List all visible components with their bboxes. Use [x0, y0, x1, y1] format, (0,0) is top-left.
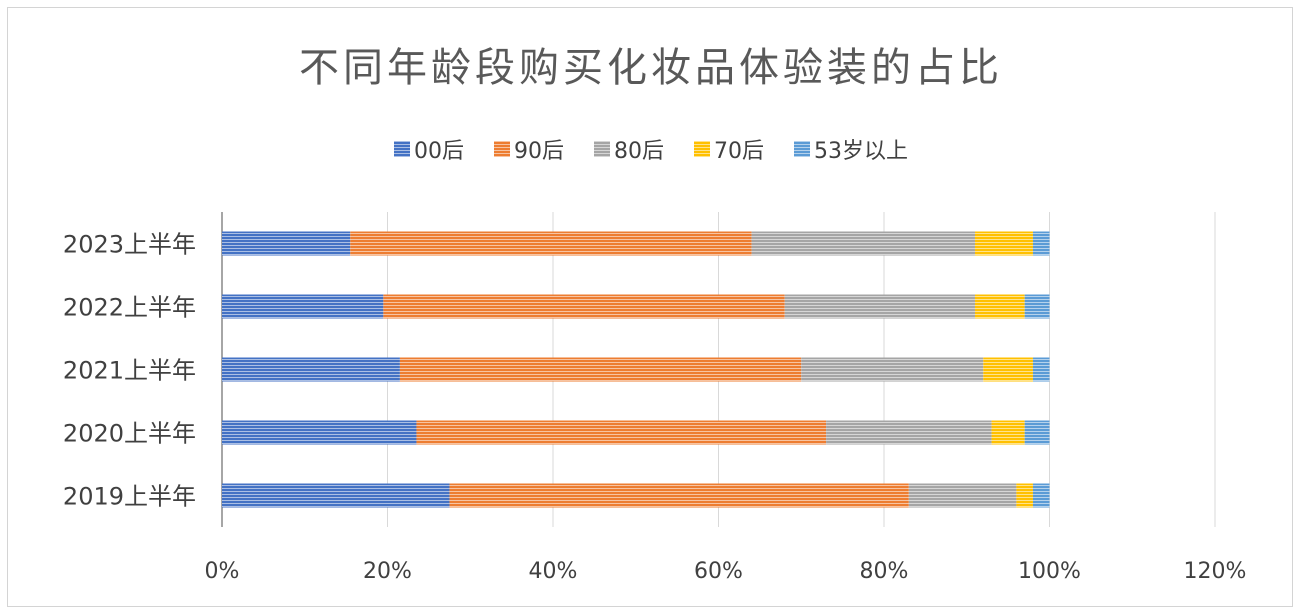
legend-swatch	[694, 141, 710, 157]
chart-legend: 00后 90后 80后 70后 53岁以上	[0, 133, 1302, 165]
bar-segment	[1024, 294, 1050, 319]
legend-item: 80后	[594, 133, 664, 165]
legend-swatch	[494, 141, 510, 157]
bar-segment	[399, 357, 802, 382]
y-tick-label: 2020上半年	[63, 420, 196, 448]
legend-swatch	[794, 141, 810, 157]
bar-segment	[222, 357, 400, 382]
bar-segment	[801, 357, 984, 382]
legend-item: 70后	[694, 133, 764, 165]
y-tick-label: 2022上半年	[63, 294, 196, 322]
legend-label: 90后	[514, 139, 564, 164]
x-tick-label: 120%	[1184, 559, 1247, 584]
legend-label: 70后	[714, 139, 764, 164]
bar-segment	[222, 231, 351, 256]
bar-segment	[222, 420, 417, 445]
bar-segment	[1016, 483, 1033, 508]
bar-segment	[983, 357, 1033, 382]
bar-segment	[1032, 357, 1050, 382]
legend-label: 80后	[614, 139, 664, 164]
legend-label: 00后	[414, 139, 464, 164]
bar-segment	[784, 294, 976, 319]
chart-title: 不同年龄段购买化妆品体验装的占比	[299, 45, 1003, 91]
legend-item: 53岁以上	[794, 133, 908, 165]
x-tick-label: 0%	[205, 559, 240, 584]
bar-segment	[826, 420, 992, 445]
bar-segment	[991, 420, 1025, 445]
bar-segment	[1032, 231, 1050, 256]
bar-segment	[1024, 420, 1050, 445]
x-tick-label: 20%	[363, 559, 412, 584]
bar-segment	[751, 231, 976, 256]
legend-item: 90后	[494, 133, 564, 165]
bar-segment	[1032, 483, 1050, 508]
bar-segment	[222, 294, 384, 319]
bar-segment	[449, 483, 909, 508]
bar-segment	[383, 294, 785, 319]
x-tick-label: 80%	[860, 559, 909, 584]
bar-segment	[222, 483, 450, 508]
legend-swatch	[394, 141, 410, 157]
x-tick-label: 40%	[529, 559, 578, 584]
x-tick-label: 60%	[694, 559, 743, 584]
bar-segment	[350, 231, 752, 256]
bar-segment	[908, 483, 1017, 508]
bar-segment	[416, 420, 827, 445]
bar-segment	[975, 231, 1033, 256]
y-tick-label: 2019上半年	[63, 483, 196, 511]
y-tick-label: 2021上半年	[63, 357, 196, 385]
y-tick-label: 2023上半年	[63, 231, 196, 259]
legend-label: 53岁以上	[814, 139, 908, 164]
legend-item: 00后	[394, 133, 464, 165]
legend-swatch	[594, 141, 610, 157]
x-tick-label: 100%	[1018, 559, 1081, 584]
bar-segment	[975, 294, 1025, 319]
